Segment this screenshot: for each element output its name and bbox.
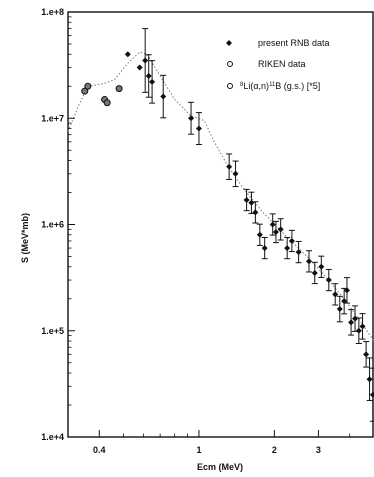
data-point-rnb bbox=[288, 237, 295, 244]
data-point-rnb bbox=[145, 72, 152, 79]
x-axis-label: Ecm (MeV) bbox=[197, 462, 243, 472]
data-point-rnb bbox=[355, 327, 362, 334]
data-point-rnb bbox=[295, 249, 302, 256]
data-point-rnb bbox=[352, 315, 359, 322]
data-point-riken bbox=[115, 85, 123, 93]
data-point-rnb bbox=[348, 319, 355, 326]
data-point-rnb bbox=[160, 93, 167, 100]
legend-label-li8: 8Li(α,n)11B (g.s.) [*5] bbox=[240, 81, 320, 91]
y-tick-label: 1.e+4 bbox=[41, 432, 64, 442]
y-tick-label: 1.e+5 bbox=[41, 326, 64, 336]
x-tick-label: 2 bbox=[272, 445, 277, 455]
y-axis-label: S (MeV*mb) bbox=[20, 213, 30, 263]
data-point-riken bbox=[103, 99, 111, 107]
legend-item-li8: 8Li(α,n)11B (g.s.) [*5] bbox=[227, 81, 320, 91]
data-point-rnb bbox=[243, 197, 250, 204]
data-point-rnb bbox=[369, 391, 374, 398]
x-tick-label: 0.4 bbox=[93, 445, 106, 455]
data-point-rnb bbox=[366, 376, 373, 383]
legend-marker-rnb bbox=[226, 40, 232, 46]
legend-item-riken: RIKEN data bbox=[227, 59, 306, 69]
data-point-rnb bbox=[284, 245, 291, 252]
data-point-rnb bbox=[149, 78, 156, 85]
data-point-rnb bbox=[226, 163, 233, 170]
data-point-rnb bbox=[142, 57, 149, 64]
data-point-rnb bbox=[311, 269, 318, 276]
legend-marker-riken bbox=[227, 61, 233, 67]
data-point-rnb bbox=[305, 258, 312, 265]
data-point-rnb bbox=[318, 263, 325, 270]
x-tick-label: 1 bbox=[196, 445, 201, 455]
data-point-rnb bbox=[136, 64, 143, 71]
data-point-rnb bbox=[256, 231, 263, 238]
legend-marker-li8 bbox=[227, 83, 233, 89]
data-point-rnb bbox=[195, 125, 202, 132]
x-tick-label: 3 bbox=[316, 445, 321, 455]
legend: present RNB data RIKEN data 8Li(α,n)11B … bbox=[226, 38, 330, 91]
data-point-rnb bbox=[359, 323, 366, 330]
data-point-rnb bbox=[277, 226, 284, 233]
data-point-rnb bbox=[325, 277, 332, 284]
legend-item-rnb: present RNB data bbox=[226, 38, 330, 48]
data-point-rnb bbox=[188, 115, 195, 122]
data-point-rnb bbox=[252, 209, 259, 216]
data-point-rnb bbox=[332, 291, 339, 298]
data-point-rnb bbox=[269, 221, 276, 228]
data-point-rnb bbox=[343, 287, 350, 294]
data-point-rnb bbox=[363, 351, 370, 358]
data-point-rnb bbox=[272, 228, 279, 235]
data-point-rnb bbox=[124, 51, 131, 58]
legend-label-rnb: present RNB data bbox=[258, 38, 330, 48]
y-tick-label: 1.e+7 bbox=[41, 113, 64, 123]
axis-ticks: 1.e+8 1.e+7 1.e+6 1.e+5 1.e+4 0.4 1 2 3 bbox=[41, 7, 351, 455]
data-point-riken bbox=[81, 87, 89, 95]
legend-label-riken: RIKEN data bbox=[258, 59, 306, 69]
data-point-rnb bbox=[261, 245, 268, 252]
data-point-rnb bbox=[232, 170, 239, 177]
data-point-rnb bbox=[336, 306, 343, 313]
data-points bbox=[81, 28, 374, 422]
y-tick-label: 1.e+6 bbox=[41, 220, 64, 230]
data-point-riken bbox=[84, 82, 92, 90]
y-tick-label: 1.e+8 bbox=[41, 7, 64, 17]
